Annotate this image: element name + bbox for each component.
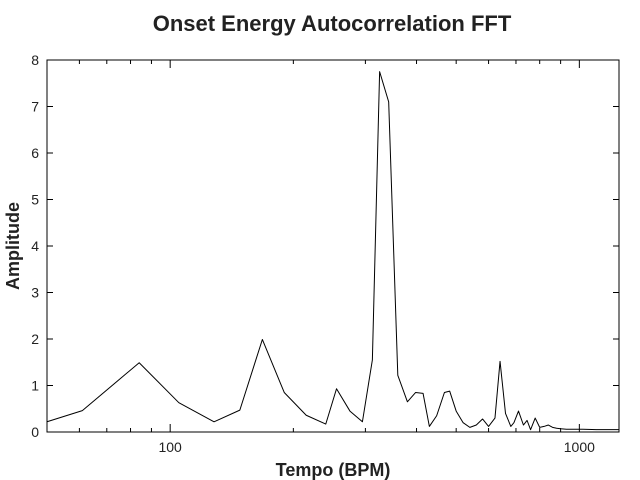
y-axis-label: Amplitude (3, 202, 23, 290)
plot-area: 0 1 2 3 4 5 6 7 8 100 1000 (31, 52, 620, 455)
y-tick-label: 5 (31, 192, 39, 208)
chart-title: Onset Energy Autocorrelation FFT (153, 11, 512, 36)
y-tick-label: 6 (31, 145, 39, 161)
series-layer (46, 71, 619, 431)
x-axis: 100 1000 (46, 60, 595, 455)
y-tick-label: 4 (31, 238, 39, 254)
y-tick-label: 1 (31, 378, 39, 394)
y-tick-label: 7 (31, 99, 39, 115)
y-tick-label: 8 (31, 52, 39, 68)
x-axis-label: Tempo (BPM) (276, 460, 391, 480)
x-tick-label: 1000 (564, 439, 595, 455)
y-tick-label: 0 (31, 424, 39, 440)
y-tick-label: 3 (31, 285, 39, 301)
y-tick-label: 2 (31, 331, 39, 347)
series-line (46, 71, 619, 431)
plot-frame (46, 59, 620, 433)
y-axis: 0 1 2 3 4 5 6 7 8 (31, 52, 619, 440)
x-tick-label: 100 (158, 439, 182, 455)
